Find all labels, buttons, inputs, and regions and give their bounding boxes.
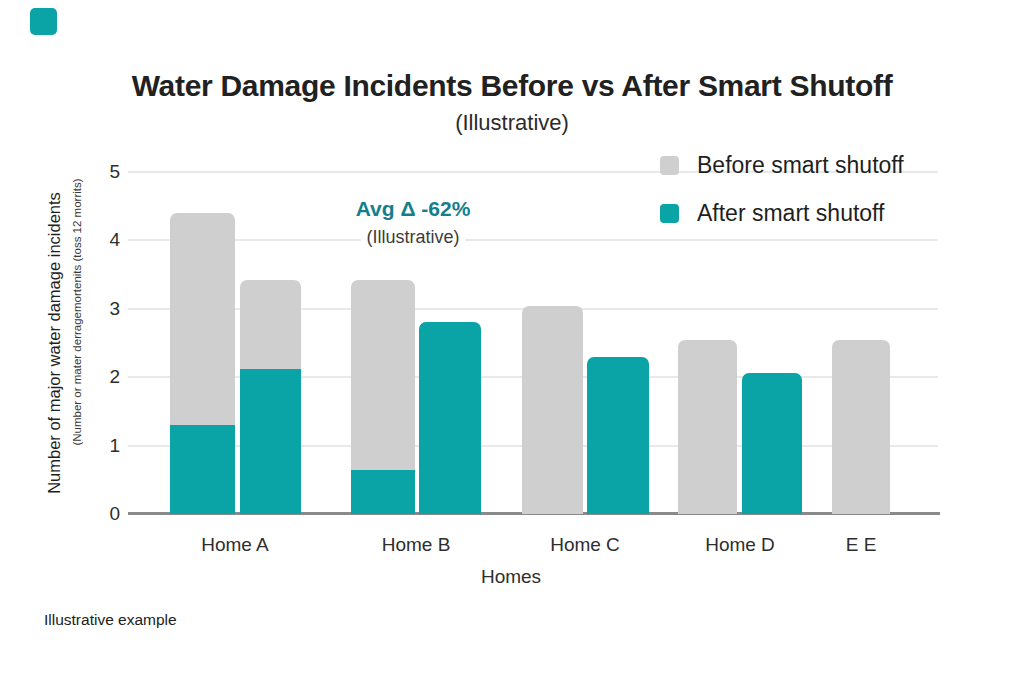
bar-before [832, 340, 890, 514]
legend: Before smart shutoff After smart shutoff [660, 152, 904, 227]
x-tick-label: Home A [165, 532, 305, 558]
bar-after [240, 369, 301, 514]
footnote: Illustrative example [44, 611, 177, 629]
y-tick-label: 1 [60, 433, 120, 459]
legend-label-before: Before smart shutoff [697, 152, 904, 179]
avg-delta-value: Avg Δ -62% [330, 197, 496, 221]
legend-label-after: After smart shutoff [697, 200, 884, 227]
chart-subtitle: (Illustrative) [0, 110, 1024, 136]
y-tick-label: 2 [60, 364, 120, 390]
y-tick-label: 0 [60, 501, 120, 527]
y-tick-label: 4 [60, 227, 120, 253]
chart-canvas: Water Damage Incidents Before vs After S… [0, 0, 1024, 683]
bar-after [419, 322, 481, 514]
avg-delta-caption: (Illustrative) [361, 227, 464, 248]
legend-swatch-after [660, 204, 679, 223]
x-tick-label: E E [791, 532, 931, 558]
bar-after [587, 357, 649, 514]
y-tick-label: 5 [60, 159, 120, 185]
bar-before [678, 340, 737, 514]
legend-item-before: Before smart shutoff [660, 152, 904, 179]
bar-after [742, 373, 802, 514]
legend-item-after: After smart shutoff [660, 200, 904, 227]
chart-title: Water Damage Incidents Before vs After S… [0, 69, 1024, 103]
bar-after [170, 425, 235, 514]
legend-swatch-before [660, 156, 679, 175]
bar-before [522, 306, 583, 514]
x-tick-label: Home B [346, 532, 486, 558]
gridline [128, 239, 938, 241]
avg-delta-annotation: Avg Δ -62% (Illustrative) [330, 197, 496, 248]
x-tick-label: Home D [670, 532, 810, 558]
bar-after [351, 470, 415, 514]
x-tick-label: Home C [515, 532, 655, 558]
x-axis-title: Homes [411, 566, 611, 588]
brand-mark [30, 8, 57, 35]
y-tick-label: 3 [60, 296, 120, 322]
